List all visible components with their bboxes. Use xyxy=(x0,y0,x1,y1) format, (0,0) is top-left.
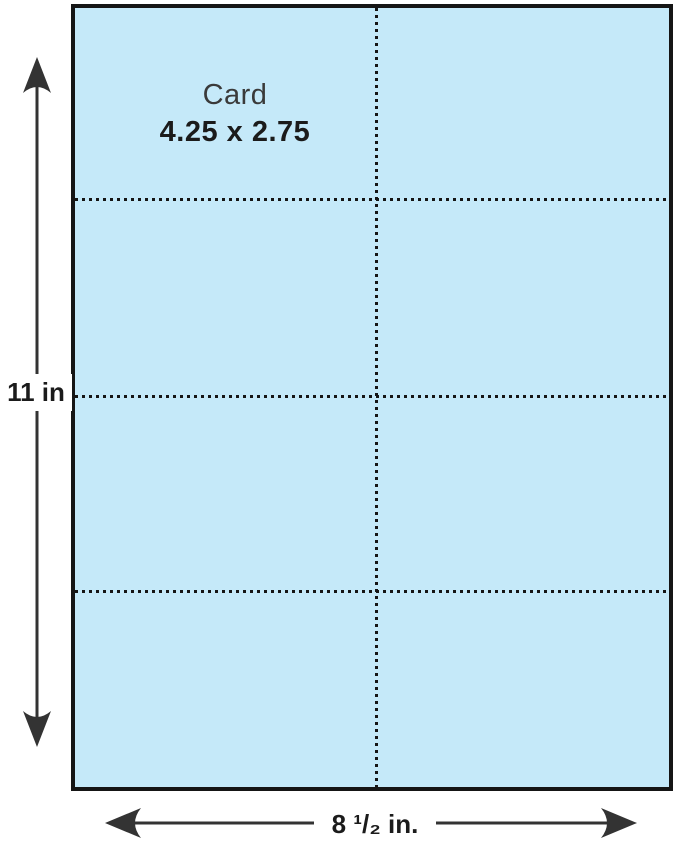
card-size-callout: Card 4.25 x 2.75 xyxy=(86,81,384,147)
horizontal-perforation-line-3 xyxy=(75,590,669,593)
arrowhead-up-icon xyxy=(23,57,51,93)
arrowhead-right-icon xyxy=(601,808,637,838)
width-dimension-label: 8 ¹/₂ in. xyxy=(314,806,436,841)
horizontal-perforation-line-2 xyxy=(75,395,669,398)
card-dimensions-label: 4.25 x 2.75 xyxy=(159,116,311,148)
card-label: Card xyxy=(202,79,268,111)
height-dimension-label: 11 in xyxy=(0,374,72,412)
arrowhead-left-icon xyxy=(105,808,141,838)
card-sheet: Card 4.25 x 2.75 xyxy=(71,4,673,791)
horizontal-perforation-line-1 xyxy=(75,198,669,201)
arrowhead-down-icon xyxy=(23,711,51,747)
